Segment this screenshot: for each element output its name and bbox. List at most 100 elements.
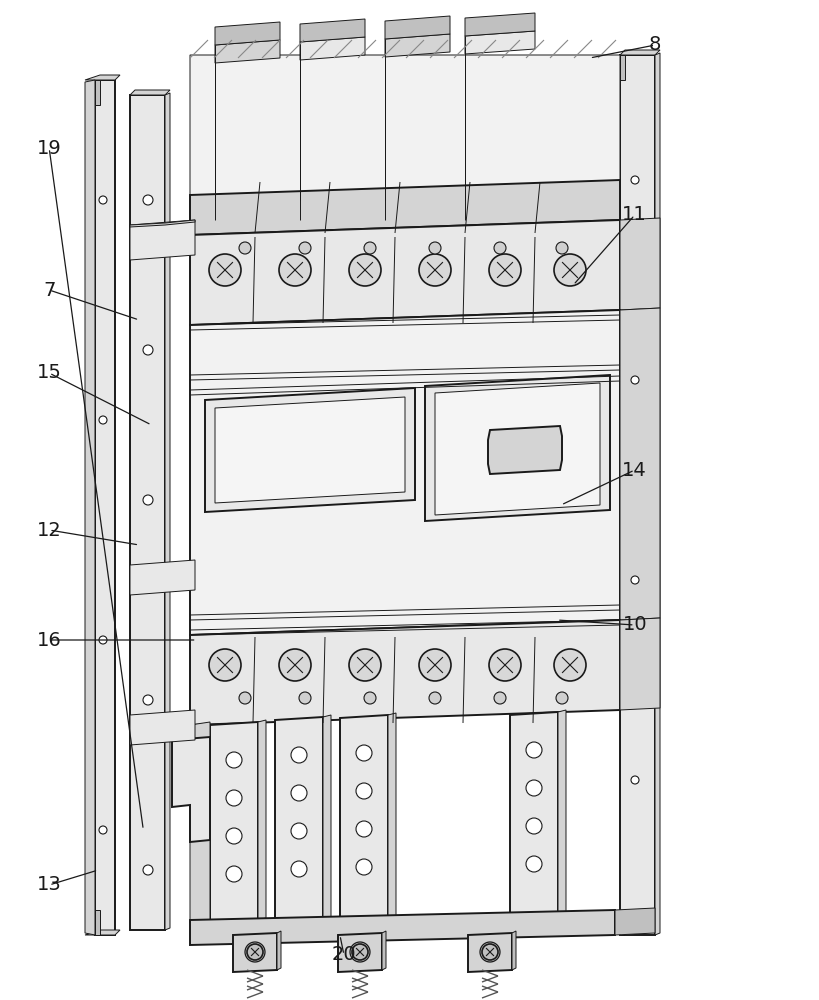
Circle shape [291,747,307,763]
Circle shape [494,692,506,704]
Circle shape [489,649,521,681]
Circle shape [291,823,307,839]
Polygon shape [210,722,258,923]
Circle shape [299,692,311,704]
Polygon shape [130,90,170,95]
Text: 15: 15 [37,363,61,382]
Circle shape [226,752,242,768]
Polygon shape [615,908,655,935]
Circle shape [247,944,263,960]
Polygon shape [323,715,331,920]
Circle shape [631,576,639,584]
Circle shape [364,692,376,704]
Text: 19: 19 [37,138,61,157]
Polygon shape [165,93,170,930]
Polygon shape [233,933,277,972]
Polygon shape [130,220,195,260]
Polygon shape [465,13,535,36]
Polygon shape [465,31,535,54]
Text: 11: 11 [622,206,647,225]
Circle shape [299,242,311,254]
Circle shape [143,865,153,875]
Circle shape [631,776,639,784]
Circle shape [556,242,568,254]
Circle shape [489,254,521,286]
Polygon shape [130,95,165,930]
Polygon shape [620,618,660,710]
Circle shape [99,636,107,644]
Polygon shape [385,34,450,57]
Circle shape [143,495,153,505]
Circle shape [143,695,153,705]
Circle shape [554,254,586,286]
Circle shape [352,944,368,960]
Circle shape [209,254,241,286]
Polygon shape [205,388,415,512]
Circle shape [429,692,441,704]
Polygon shape [215,22,280,45]
Circle shape [419,254,451,286]
Circle shape [279,649,311,681]
Circle shape [226,866,242,882]
Circle shape [245,942,265,962]
Circle shape [526,856,542,872]
Circle shape [350,942,370,962]
Circle shape [356,745,372,761]
Polygon shape [382,931,386,970]
Polygon shape [275,717,323,923]
Polygon shape [620,50,660,55]
Circle shape [143,195,153,205]
Polygon shape [385,16,450,39]
Polygon shape [130,220,195,227]
Text: 8: 8 [649,35,662,54]
Circle shape [239,242,251,254]
Polygon shape [512,931,516,970]
Text: 12: 12 [37,520,61,540]
Circle shape [480,942,500,962]
Polygon shape [190,722,210,923]
Text: 20: 20 [332,946,356,964]
Circle shape [494,242,506,254]
Polygon shape [620,910,625,935]
Circle shape [429,242,441,254]
Circle shape [364,242,376,254]
Polygon shape [435,383,600,515]
Polygon shape [488,426,562,474]
Circle shape [419,649,451,681]
Circle shape [349,649,381,681]
Text: 13: 13 [37,876,61,894]
Polygon shape [130,710,195,745]
Circle shape [631,376,639,384]
Circle shape [99,826,107,834]
Polygon shape [85,75,120,80]
Polygon shape [215,40,280,63]
Circle shape [99,196,107,204]
Circle shape [526,780,542,796]
Circle shape [143,345,153,355]
Polygon shape [95,80,115,935]
Polygon shape [190,220,620,325]
Circle shape [239,692,251,704]
Polygon shape [655,53,660,935]
Circle shape [291,785,307,801]
Circle shape [631,176,639,184]
Circle shape [356,859,372,875]
Circle shape [99,416,107,424]
Circle shape [554,649,586,681]
Polygon shape [85,80,95,935]
Polygon shape [190,180,620,235]
Text: 10: 10 [622,615,647,635]
Polygon shape [190,55,620,220]
Polygon shape [215,397,405,503]
Polygon shape [558,710,566,920]
Polygon shape [338,933,382,972]
Polygon shape [258,720,266,920]
Polygon shape [620,55,625,80]
Polygon shape [510,712,558,923]
Circle shape [226,790,242,806]
Polygon shape [468,933,512,972]
Polygon shape [340,715,388,923]
Circle shape [526,818,542,834]
Polygon shape [95,910,100,935]
Circle shape [349,254,381,286]
